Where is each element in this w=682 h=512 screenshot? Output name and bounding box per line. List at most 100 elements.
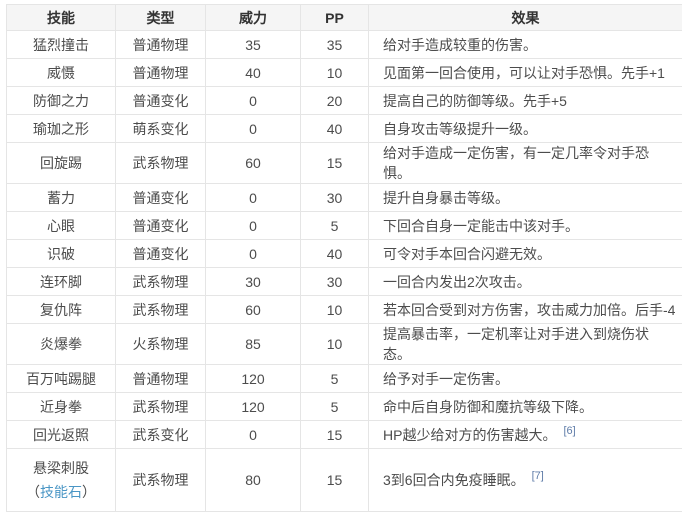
paren-close: ） — [82, 484, 96, 500]
power-cell: 0 — [206, 240, 301, 268]
skill-cell: 瑜珈之形 — [7, 115, 116, 143]
effect-cell: 见面第一回合使用，可以让对手恐惧。先手+1 — [369, 59, 682, 87]
pp-cell: 40 — [301, 115, 369, 143]
skill-cell: 悬梁刺股 （技能石） — [7, 449, 116, 512]
table-row: 防御之力 普通变化 0 20 提高自己的防御等级。先手+5 — [7, 87, 682, 115]
type-cell: 普通变化 — [116, 240, 206, 268]
skill-cell: 连环脚 — [7, 268, 116, 296]
table-row: 回光返照 武系变化 0 15 HP越少给对方的伤害越大。[6] — [7, 421, 682, 449]
table-row: 威慑 普通物理 40 10 见面第一回合使用，可以让对手恐惧。先手+1 — [7, 59, 682, 87]
table-row: 复仇阵 武系物理 60 10 若本回合受到对方伤害，攻击威力加倍。后手-4 — [7, 296, 682, 324]
type-cell: 火系物理 — [116, 324, 206, 365]
pp-cell: 5 — [301, 365, 369, 393]
effect-cell: 命中后自身防御和魔抗等级下降。 — [369, 393, 682, 421]
pp-cell: 15 — [301, 143, 369, 184]
type-cell: 普通物理 — [116, 365, 206, 393]
type-cell: 武系变化 — [116, 421, 206, 449]
table-row: 瑜珈之形 萌系变化 0 40 自身攻击等级提升一级。 — [7, 115, 682, 143]
skill-name: 悬梁刺股 — [7, 456, 115, 480]
effect-cell: 若本回合受到对方伤害，攻击威力加倍。后手-4 — [369, 296, 682, 324]
skill-cell: 猛烈撞击 — [7, 31, 116, 59]
skills-table-container: 技能 类型 威力 PP 效果 猛烈撞击 普通物理 35 35 给对手造成较重的伤… — [6, 4, 682, 512]
column-header-skill: 技能 — [7, 5, 116, 31]
power-cell: 0 — [206, 115, 301, 143]
table-row: 悬梁刺股 （技能石） 武系物理 80 15 3到6回合内免疫睡眠。 [7] — [7, 449, 682, 512]
skill-cell: 识破 — [7, 240, 116, 268]
skill-stone-link[interactable]: 技能石 — [40, 484, 82, 500]
power-cell: 0 — [206, 421, 301, 449]
column-header-pp: PP — [301, 5, 369, 31]
type-cell: 武系物理 — [116, 393, 206, 421]
type-cell: 普通变化 — [116, 87, 206, 115]
skill-cell: 百万吨踢腿 — [7, 365, 116, 393]
effect-text: 3到6回合内免疫睡眠。 — [383, 472, 525, 488]
table-row: 炎爆拳 火系物理 85 10 提高暴击率，一定机率让对手进入到烧伤状态。 — [7, 324, 682, 365]
column-header-type: 类型 — [116, 5, 206, 31]
pp-cell: 35 — [301, 31, 369, 59]
skill-cell: 近身拳 — [7, 393, 116, 421]
pp-cell: 20 — [301, 87, 369, 115]
power-cell: 0 — [206, 212, 301, 240]
skill-cell: 心眼 — [7, 212, 116, 240]
column-header-effect: 效果 — [369, 5, 682, 31]
power-cell: 120 — [206, 393, 301, 421]
table-row: 识破 普通变化 0 40 可令对手本回合闪避无效。 — [7, 240, 682, 268]
type-cell: 武系物理 — [116, 449, 206, 512]
effect-cell: 给对手造成一定伤害，有一定几率令对手恐惧。 — [369, 143, 682, 184]
column-header-power: 威力 — [206, 5, 301, 31]
pp-cell: 15 — [301, 449, 369, 512]
power-cell: 60 — [206, 143, 301, 184]
pp-cell: 30 — [301, 184, 369, 212]
effect-cell: 自身攻击等级提升一级。 — [369, 115, 682, 143]
power-cell: 0 — [206, 184, 301, 212]
pp-cell: 10 — [301, 296, 369, 324]
power-cell: 85 — [206, 324, 301, 365]
effect-cell: 给对手造成较重的伤害。 — [369, 31, 682, 59]
table-row: 猛烈撞击 普通物理 35 35 给对手造成较重的伤害。 — [7, 31, 682, 59]
power-cell: 30 — [206, 268, 301, 296]
header-row: 技能 类型 威力 PP 效果 — [7, 5, 682, 31]
pp-cell: 30 — [301, 268, 369, 296]
table-row: 回旋踢 武系物理 60 15 给对手造成一定伤害，有一定几率令对手恐惧。 — [7, 143, 682, 184]
effect-cell: 提高暴击率，一定机率让对手进入到烧伤状态。 — [369, 324, 682, 365]
pp-cell: 5 — [301, 393, 369, 421]
effect-cell: 3到6回合内免疫睡眠。 [7] — [369, 449, 682, 512]
pp-cell: 10 — [301, 324, 369, 365]
type-cell: 普通物理 — [116, 31, 206, 59]
effect-cell: 提高自己的防御等级。先手+5 — [369, 87, 682, 115]
power-cell: 60 — [206, 296, 301, 324]
type-cell: 普通物理 — [116, 59, 206, 87]
skills-table: 技能 类型 威力 PP 效果 猛烈撞击 普通物理 35 35 给对手造成较重的伤… — [6, 4, 682, 512]
skill-cell: 防御之力 — [7, 87, 116, 115]
type-cell: 普通变化 — [116, 212, 206, 240]
pp-cell: 5 — [301, 212, 369, 240]
power-cell: 35 — [206, 31, 301, 59]
type-cell: 武系物理 — [116, 143, 206, 184]
skill-cell: 回光返照 — [7, 421, 116, 449]
power-cell: 120 — [206, 365, 301, 393]
skill-cell: 复仇阵 — [7, 296, 116, 324]
power-cell: 40 — [206, 59, 301, 87]
type-cell: 萌系变化 — [116, 115, 206, 143]
paren-open: （ — [26, 484, 40, 500]
table-row: 蓄力 普通变化 0 30 提升自身暴击等级。 — [7, 184, 682, 212]
skill-cell: 炎爆拳 — [7, 324, 116, 365]
type-cell: 武系物理 — [116, 296, 206, 324]
table-row: 心眼 普通变化 0 5 下回合自身一定能击中该对手。 — [7, 212, 682, 240]
pp-cell: 10 — [301, 59, 369, 87]
table-row: 连环脚 武系物理 30 30 一回合内发出2次攻击。 — [7, 268, 682, 296]
effect-cell: 给予对手一定伤害。 — [369, 365, 682, 393]
reference-link-6[interactable]: [6] — [563, 425, 575, 437]
table-row: 百万吨踢腿 普通物理 120 5 给予对手一定伤害。 — [7, 365, 682, 393]
power-cell: 80 — [206, 449, 301, 512]
effect-cell: HP越少给对方的伤害越大。[6] — [369, 421, 682, 449]
pp-cell: 15 — [301, 421, 369, 449]
skill-cell: 威慑 — [7, 59, 116, 87]
effect-cell: 一回合内发出2次攻击。 — [369, 268, 682, 296]
reference-link-7[interactable]: [7] — [532, 470, 544, 482]
type-cell: 普通变化 — [116, 184, 206, 212]
effect-cell: 可令对手本回合闪避无效。 — [369, 240, 682, 268]
skill-stone-note: （技能石） — [7, 480, 115, 504]
effect-cell: 提升自身暴击等级。 — [369, 184, 682, 212]
skill-cell: 蓄力 — [7, 184, 116, 212]
